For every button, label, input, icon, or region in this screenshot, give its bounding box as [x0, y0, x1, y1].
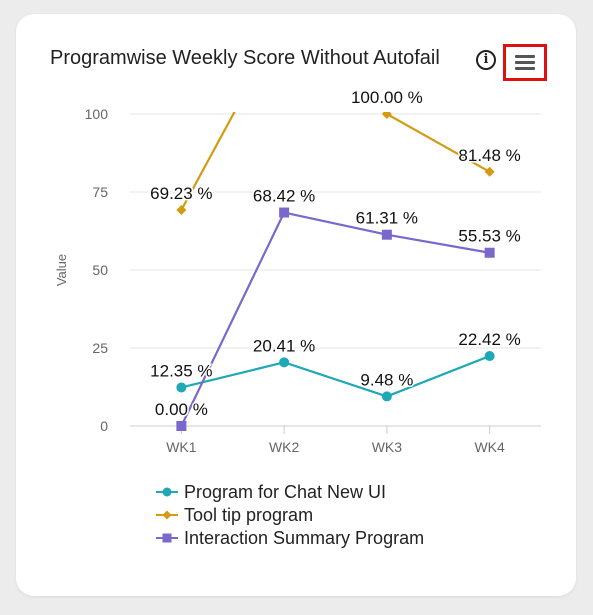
- plot-area: [176, 112, 495, 431]
- data-point: [484, 166, 495, 177]
- data-label: 61.31 %: [356, 209, 418, 228]
- square-marker-icon: [156, 533, 178, 543]
- legend-label: Interaction Summary Program: [184, 528, 425, 548]
- data-point: [381, 112, 392, 119]
- data-point: [484, 351, 495, 362]
- y-tick-label: 25: [92, 340, 108, 356]
- data-point: [176, 382, 187, 393]
- y-tick-label: 75: [92, 184, 108, 200]
- data-point: [381, 391, 392, 402]
- data-point: [279, 357, 290, 368]
- data-point: [176, 205, 187, 216]
- y-tick-label: 50: [92, 262, 108, 278]
- data-label: 100.00 %: [351, 88, 423, 107]
- series-line: [180, 112, 491, 211]
- chart-card: [16, 14, 576, 596]
- data-point: [381, 229, 392, 240]
- data-label: 22.42 %: [458, 330, 520, 349]
- line-chart: 0 25 50 75 100 WK1 WK2 WK3 WK4 Value 12.35 % 20.41 …: [54, 87, 541, 455]
- x-tick-label: WK1: [166, 439, 197, 455]
- x-tick-label: WK4: [474, 439, 505, 455]
- data-label: 69.23 %: [150, 184, 212, 203]
- circle-marker-icon: [156, 487, 178, 497]
- y-tick-label: 0: [100, 418, 108, 434]
- y-tick-label: 100: [85, 106, 109, 122]
- x-tick-label: WK2: [269, 439, 300, 455]
- data-label: 12.35 %: [150, 361, 212, 380]
- data-label: 81.48 %: [458, 146, 520, 165]
- info-circle-icon[interactable]: i: [476, 50, 496, 70]
- data-label: 55.53 %: [458, 227, 520, 246]
- chart-title: Programwise Weekly Score Without Autofai…: [50, 47, 440, 69]
- series-line: [180, 211, 490, 427]
- chart-menu-button[interactable]: [503, 44, 547, 81]
- y-axis-title: Value: [54, 254, 69, 286]
- data-point: [484, 247, 495, 258]
- data-label: 9.48 %: [360, 370, 413, 389]
- x-tick-label: WK3: [372, 439, 403, 455]
- data-point: [176, 421, 187, 431]
- data-point: [279, 207, 290, 218]
- legend-label: Program for Chat New UI: [184, 482, 387, 502]
- series-line: [181, 355, 491, 398]
- data-label: 0.00 %: [155, 400, 208, 419]
- legend-label: Tool tip program: [184, 505, 314, 525]
- diamond-marker-icon: [156, 510, 178, 520]
- data-label: 20.41 %: [253, 336, 315, 355]
- data-label: 68.42 %: [253, 187, 315, 206]
